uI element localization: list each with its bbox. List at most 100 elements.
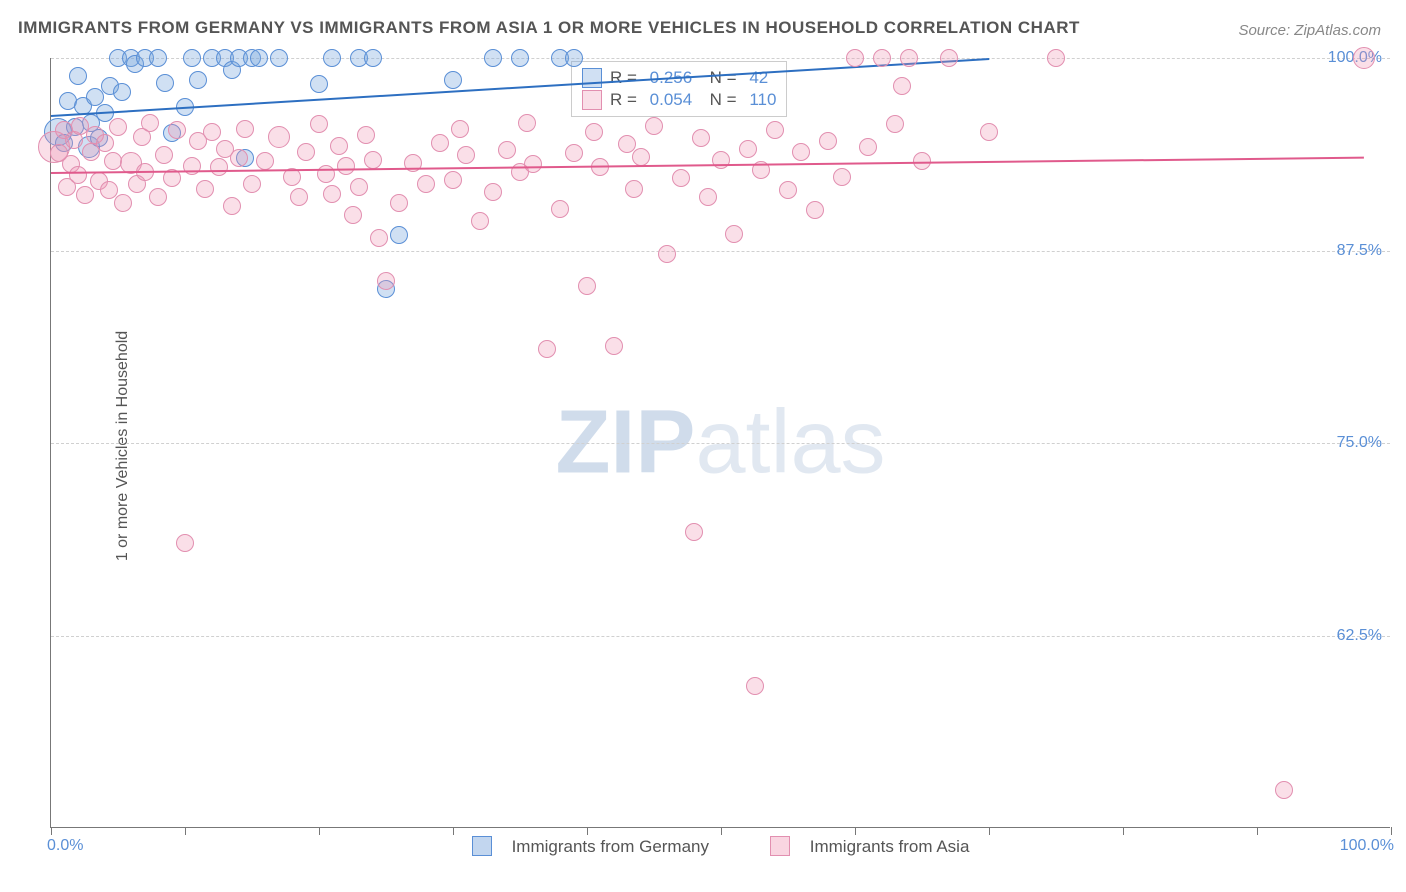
- data-point: [344, 206, 362, 224]
- data-point: [605, 337, 623, 355]
- data-point: [766, 121, 784, 139]
- x-tick: [1391, 827, 1392, 835]
- data-point: [156, 74, 174, 92]
- stats-row-asia: R = 0.054 N = 110: [582, 90, 776, 110]
- swatch-germany-icon: [472, 836, 492, 856]
- gridline: [51, 636, 1390, 637]
- data-point: [223, 197, 241, 215]
- data-point: [203, 123, 221, 141]
- data-point: [846, 49, 864, 67]
- data-point: [779, 181, 797, 199]
- data-point: [230, 149, 248, 167]
- swatch-germany-icon: [582, 68, 602, 88]
- y-tick-label: 87.5%: [1337, 242, 1382, 260]
- data-point: [1353, 47, 1375, 69]
- data-point: [658, 245, 676, 263]
- data-point: [364, 151, 382, 169]
- data-point: [104, 152, 122, 170]
- data-point: [370, 229, 388, 247]
- data-point: [893, 77, 911, 95]
- data-point: [390, 194, 408, 212]
- data-point: [236, 120, 254, 138]
- x-tick: [587, 827, 588, 835]
- data-point: [739, 140, 757, 158]
- data-point: [457, 146, 475, 164]
- data-point: [900, 49, 918, 67]
- data-point: [645, 117, 663, 135]
- x-tick: [1257, 827, 1258, 835]
- data-point: [792, 143, 810, 161]
- data-point: [113, 83, 131, 101]
- data-point: [565, 144, 583, 162]
- data-point: [873, 49, 891, 67]
- data-point: [377, 272, 395, 290]
- data-point: [323, 185, 341, 203]
- stats-legend: R = 0.256 N = 42 R = 0.054 N = 110: [571, 61, 787, 117]
- data-point: [69, 67, 87, 85]
- data-point: [268, 126, 290, 148]
- data-point: [471, 212, 489, 230]
- data-point: [498, 141, 516, 159]
- data-point: [451, 120, 469, 138]
- x-tick: [1123, 827, 1124, 835]
- data-point: [518, 114, 536, 132]
- data-point: [256, 152, 274, 170]
- x-tick: [989, 827, 990, 835]
- data-point: [149, 188, 167, 206]
- data-point: [168, 121, 186, 139]
- data-point: [109, 118, 127, 136]
- data-point: [699, 188, 717, 206]
- data-point: [859, 138, 877, 156]
- data-point: [141, 114, 159, 132]
- data-point: [685, 523, 703, 541]
- data-point: [886, 115, 904, 133]
- x-min-label: 0.0%: [47, 837, 83, 855]
- data-point: [417, 175, 435, 193]
- source-label: Source: ZipAtlas.com: [1238, 22, 1381, 39]
- data-point: [484, 49, 502, 67]
- data-point: [625, 180, 643, 198]
- data-point: [806, 201, 824, 219]
- data-point: [297, 143, 315, 161]
- data-point: [444, 171, 462, 189]
- series-legend: Immigrants from Germany Immigrants from …: [51, 836, 1390, 857]
- data-point: [746, 677, 764, 695]
- y-tick-label: 62.5%: [1337, 627, 1382, 645]
- data-point: [364, 49, 382, 67]
- x-tick: [855, 827, 856, 835]
- data-point: [270, 49, 288, 67]
- data-point: [337, 157, 355, 175]
- x-tick: [721, 827, 722, 835]
- x-tick: [51, 827, 52, 835]
- swatch-asia-icon: [770, 836, 790, 856]
- data-point: [551, 200, 569, 218]
- data-point: [183, 49, 201, 67]
- data-point: [672, 169, 690, 187]
- data-point: [632, 148, 650, 166]
- data-point: [210, 158, 228, 176]
- data-point: [317, 165, 335, 183]
- data-point: [1275, 781, 1293, 799]
- swatch-asia-icon: [582, 90, 602, 110]
- data-point: [578, 277, 596, 295]
- scatter-plot: ZIPatlas R = 0.256 N = 42 R = 0.054 N = …: [50, 58, 1390, 828]
- data-point: [585, 123, 603, 141]
- data-point: [149, 49, 167, 67]
- gridline: [51, 443, 1390, 444]
- data-point: [538, 340, 556, 358]
- data-point: [484, 183, 502, 201]
- data-point: [323, 49, 341, 67]
- data-point: [114, 194, 132, 212]
- data-point: [310, 75, 328, 93]
- data-point: [431, 134, 449, 152]
- gridline: [51, 251, 1390, 252]
- data-point: [565, 49, 583, 67]
- data-point: [524, 155, 542, 173]
- data-point: [725, 225, 743, 243]
- data-point: [155, 146, 173, 164]
- data-point: [189, 71, 207, 89]
- x-tick: [319, 827, 320, 835]
- data-point: [250, 49, 268, 67]
- data-point: [980, 123, 998, 141]
- data-point: [196, 180, 214, 198]
